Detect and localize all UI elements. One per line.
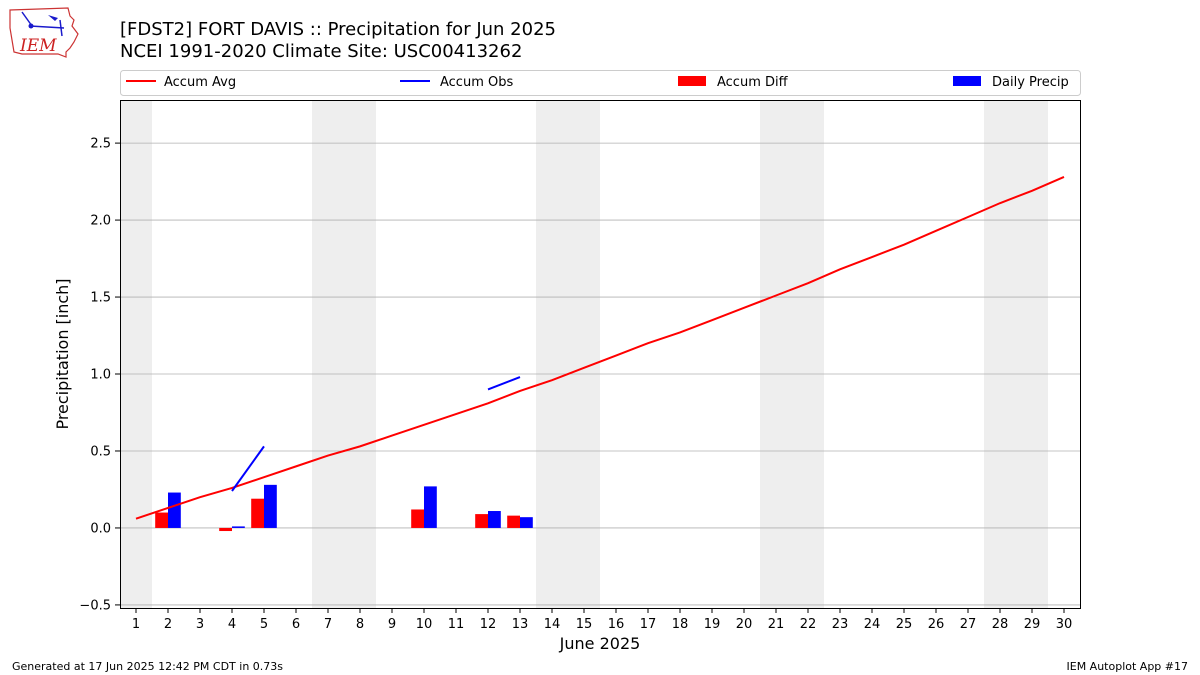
x-tick-label: 8 — [356, 617, 364, 632]
x-tick-label: 6 — [292, 617, 300, 632]
x-tick-label: 26 — [928, 617, 945, 632]
x-tick-label: 28 — [992, 617, 1009, 632]
y-tick-label: 2.0 — [90, 214, 111, 229]
legend-swatch-daily-precip — [953, 76, 981, 86]
chart-title-line-2: NCEI 1991-2020 Climate Site: USC00413262 — [120, 41, 522, 62]
gridlines — [120, 142, 1080, 606]
daily-precip-bar — [424, 486, 437, 528]
x-tick-label: 18 — [672, 617, 689, 632]
logo-line-shape — [29, 25, 65, 29]
bars — [155, 484, 533, 532]
accum-obs-line — [487, 376, 521, 391]
x-tick-label: 13 — [512, 617, 529, 632]
y-tick-label: 0.5 — [90, 444, 111, 459]
weekend-shade-band — [760, 100, 824, 608]
accum-diff-bar — [411, 509, 424, 528]
legend-label-accum-obs: Accum Obs — [440, 75, 513, 90]
legend: Accum Avg Accum Obs Accum Diff Daily Pre… — [120, 70, 1081, 96]
accum-diff-bar — [155, 512, 168, 528]
x-tick-label: 17 — [640, 617, 657, 632]
x-tick-label: 24 — [864, 617, 881, 632]
x-tick-label: 23 — [832, 617, 849, 632]
x-tick-label: 2 — [164, 617, 172, 632]
x-tick-label: 10 — [416, 617, 433, 632]
x-tick-label: 3 — [196, 617, 204, 632]
y-tick-label: −0.5 — [79, 598, 111, 613]
x-tick-label: 20 — [736, 617, 753, 632]
logo-wind-sock-shape — [48, 15, 58, 21]
weekend-shade-band — [120, 100, 152, 608]
x-tick-label: 5 — [260, 617, 268, 632]
x-tick-label: 7 — [324, 617, 332, 632]
legend-label-daily-precip: Daily Precip — [992, 75, 1069, 90]
iem-logo: IEM — [9, 7, 79, 58]
x-tick-label: 29 — [1024, 617, 1041, 632]
x-tick-label: 22 — [800, 617, 817, 632]
x-tick-label: 16 — [608, 617, 625, 632]
logo-line-shape — [59, 19, 63, 37]
y-tick-label: 2.5 — [90, 137, 111, 152]
accum-diff-bar — [475, 514, 488, 528]
daily-precip-bar — [168, 492, 181, 528]
daily-precip-bar — [488, 511, 501, 528]
weekend-shading — [120, 100, 1048, 608]
x-tick-label: 19 — [704, 617, 721, 632]
x-tick-label: 27 — [960, 617, 977, 632]
daily-precip-bar — [520, 517, 533, 528]
accum-avg-line — [135, 176, 1065, 520]
accum-diff-bar — [251, 498, 264, 528]
x-tick-label: 12 — [480, 617, 497, 632]
x-tick-label: 21 — [768, 617, 785, 632]
accum-diff-bar — [219, 527, 232, 532]
x-tick-label: 30 — [1056, 617, 1073, 632]
x-tick-label: 11 — [448, 617, 465, 632]
daily-precip-bar — [264, 484, 277, 528]
footer-generated: Generated at 17 Jun 2025 12:42 PM CDT in… — [12, 660, 283, 673]
chart-title-line-1: [FDST2] FORT DAVIS :: Precipitation for … — [120, 19, 556, 40]
x-tick-label: 15 — [576, 617, 593, 632]
logo-text: IEM — [19, 36, 57, 56]
weekend-shade-band — [536, 100, 600, 608]
footer-app: IEM Autoplot App #17 — [1067, 660, 1189, 673]
x-tick-label: 9 — [388, 617, 396, 632]
lines — [135, 176, 1065, 520]
x-axis-label: June 2025 — [559, 634, 641, 653]
legend-label-accum-diff: Accum Diff — [717, 75, 789, 90]
weekend-shade-band — [984, 100, 1048, 608]
x-tick-label: 14 — [544, 617, 561, 632]
weekend-shade-band — [312, 100, 376, 608]
x-tick-label: 25 — [896, 617, 913, 632]
y-tick-label: 0.0 — [90, 521, 111, 536]
legend-frame — [120, 70, 1081, 96]
y-tick-label: 1.5 — [90, 291, 111, 306]
daily-precip-bar — [232, 526, 245, 528]
logo-dot-shape — [28, 23, 34, 29]
legend-swatch-accum-diff — [678, 76, 706, 86]
y-tick-label: 1.0 — [90, 368, 111, 383]
axis-ticks: 1 2 3 4 5 6 7 8 9 10 11 12 13 14 15 16 17 18 19 20 21 22 23 24 2… — [79, 137, 1072, 632]
x-tick-label: 1 — [132, 617, 140, 632]
accum-obs-line — [231, 445, 265, 492]
y-axis-label: Precipitation [inch] — [53, 278, 72, 429]
plot-frame — [120, 100, 1081, 609]
x-tick-label: 4 — [228, 617, 236, 632]
legend-label-accum-avg: Accum Avg — [164, 75, 236, 90]
accum-diff-bar — [507, 515, 520, 528]
